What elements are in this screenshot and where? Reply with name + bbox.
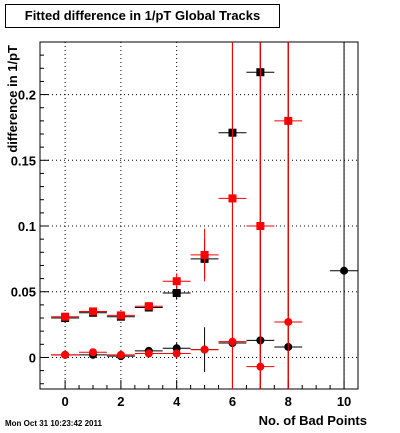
circle-marker xyxy=(172,349,181,358)
y-tick-label: 0 xyxy=(29,350,36,365)
y-tick-label: 0.2 xyxy=(18,88,36,103)
circle-marker xyxy=(228,337,237,346)
chart-title: Fitted difference in 1/pT Global Tracks xyxy=(24,8,261,23)
circle-marker xyxy=(89,348,97,357)
y-tick-label: 0.15 xyxy=(11,153,36,168)
axes: 0 2 4 6 8 10 0 0.05 0.1 0.15 0.2 xyxy=(11,41,351,409)
circle-marker xyxy=(144,349,153,358)
square-marker xyxy=(61,312,70,321)
x-tick-label: 10 xyxy=(337,394,351,409)
y-axis-label: difference in 1/pT xyxy=(5,45,20,153)
series-3 xyxy=(51,42,303,389)
square-marker xyxy=(172,289,181,298)
square-marker xyxy=(116,311,125,320)
series-0 xyxy=(51,42,275,389)
circle-marker xyxy=(116,350,125,359)
x-tick-label: 2 xyxy=(117,394,124,409)
square-marker xyxy=(144,302,153,311)
circle-marker xyxy=(61,350,70,359)
data-marks xyxy=(51,42,358,389)
circle-marker xyxy=(284,317,293,326)
square-marker xyxy=(200,250,209,259)
plot-frame xyxy=(39,41,359,390)
square-marker xyxy=(172,277,181,286)
y-tick-label: 0.1 xyxy=(18,219,36,234)
square-marker xyxy=(89,307,97,316)
series-2 xyxy=(51,42,358,389)
x-tick-label: 8 xyxy=(285,394,292,409)
chart-title-box: Fitted difference in 1/pT Global Tracks xyxy=(5,4,280,28)
grid-lines xyxy=(40,42,358,389)
circle-marker xyxy=(256,362,265,371)
circle-marker xyxy=(340,266,349,275)
x-tick-label: 6 xyxy=(229,394,236,409)
x-tick-label: 4 xyxy=(173,394,181,409)
x-axis-label: No. of Bad Points xyxy=(259,413,367,428)
circle-marker xyxy=(200,345,209,354)
y-tick-label: 0.05 xyxy=(11,285,36,300)
timestamp-footer: Mon Oct 31 10:23:42 2011 xyxy=(5,419,102,428)
x-tick-label: 0 xyxy=(61,394,68,409)
